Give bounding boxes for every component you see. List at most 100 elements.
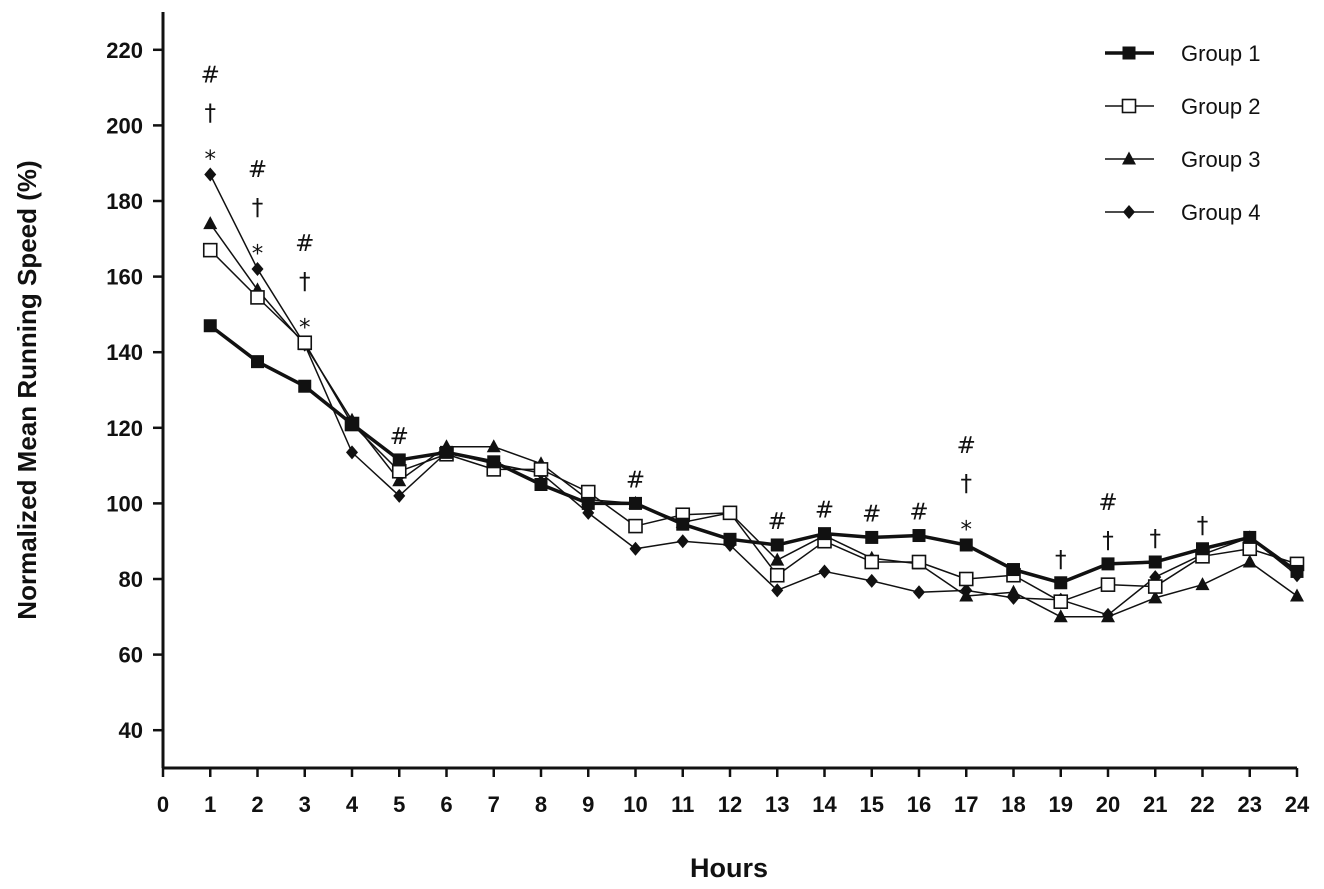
x-tick-label: 12 <box>718 792 742 817</box>
x-tick-label: 4 <box>346 792 359 817</box>
significance-mark: # <box>909 500 928 526</box>
data-point <box>769 567 785 583</box>
data-point <box>1006 584 1021 598</box>
data-point <box>1290 588 1304 602</box>
data-point <box>959 538 973 552</box>
data-point <box>629 496 642 510</box>
y-tick-label: 40 <box>119 718 143 743</box>
y-axis-label: Normalized Mean Running Speed (%) <box>12 160 42 619</box>
data-point <box>251 262 264 277</box>
x-tick-label: 23 <box>1238 792 1262 817</box>
data-point <box>864 554 880 570</box>
data-point <box>911 554 927 570</box>
data-point <box>865 573 878 588</box>
x-tick-label: 6 <box>440 792 452 817</box>
significance-mark: † <box>961 471 973 497</box>
data-point <box>297 335 313 351</box>
data-point <box>393 488 406 503</box>
x-tick-label: 14 <box>812 792 837 817</box>
data-point <box>486 439 501 453</box>
significance-mark: # <box>248 157 267 183</box>
data-point <box>250 290 265 305</box>
data-point <box>1053 609 1068 623</box>
significance-mark: # <box>626 467 645 493</box>
legend-marker <box>1121 98 1137 114</box>
data-point <box>1054 576 1068 590</box>
data-point <box>581 496 595 510</box>
series-2 <box>202 242 1305 609</box>
data-point <box>1196 542 1209 556</box>
significance-mark: # <box>957 433 976 459</box>
data-point <box>1195 577 1210 591</box>
data-point <box>818 527 831 541</box>
data-point <box>1242 554 1257 568</box>
y-tick-label: 220 <box>106 38 143 63</box>
data-point <box>580 484 596 500</box>
significance-mark: # <box>390 424 409 450</box>
data-point <box>1100 577 1116 592</box>
data-point <box>629 541 642 556</box>
x-tick-label: 16 <box>907 792 931 817</box>
data-point <box>770 538 784 552</box>
series-line <box>209 249 1298 603</box>
data-point <box>203 319 217 333</box>
y-tick-label: 120 <box>106 416 143 441</box>
significance-mark: * <box>299 315 311 341</box>
legend-label: Group 3 <box>1181 147 1261 172</box>
data-point <box>770 552 785 566</box>
data-point <box>345 417 359 431</box>
data-point <box>204 167 217 182</box>
significance-mark: † <box>299 269 311 295</box>
y-tick-label: 80 <box>119 567 143 592</box>
data-point <box>913 585 925 600</box>
significance-mark: † <box>205 101 217 127</box>
data-point <box>202 242 218 258</box>
data-point <box>1290 564 1304 578</box>
data-point <box>722 505 738 521</box>
data-point <box>818 564 831 579</box>
y-tick-label: 200 <box>106 113 143 138</box>
significance-mark: # <box>768 509 787 535</box>
data-point <box>298 379 312 393</box>
series-line <box>209 324 1299 585</box>
data-point <box>1147 579 1163 594</box>
data-point <box>676 534 689 549</box>
data-point <box>912 529 926 543</box>
data-point <box>723 532 737 546</box>
x-tick-label: 15 <box>860 792 884 817</box>
data-point <box>534 478 548 491</box>
x-tick-label: 9 <box>582 792 594 817</box>
data-point <box>1053 594 1069 609</box>
x-tick-label: 11 <box>671 792 694 817</box>
significance-markers: # † * # † * # † * # # # # # # # † * † # † † † <box>201 63 1209 573</box>
data-point <box>440 445 453 459</box>
data-point <box>1242 541 1258 557</box>
data-point <box>628 518 643 534</box>
x-tick-label: 21 <box>1143 792 1167 817</box>
data-point <box>1101 557 1115 571</box>
data-point <box>203 216 218 230</box>
legend-label: Group 4 <box>1181 200 1261 225</box>
data-point <box>771 583 784 598</box>
x-tick-label: 22 <box>1190 792 1214 817</box>
significance-mark: # <box>815 498 834 524</box>
x-tick-label: 13 <box>765 792 789 817</box>
significance-mark: # <box>295 231 314 257</box>
significance-mark: † <box>252 195 264 221</box>
x-axis-label: Hours <box>690 853 768 883</box>
legend-item-3: Group 3 <box>1105 147 1261 172</box>
data-point <box>251 355 264 369</box>
data-point <box>1007 563 1020 577</box>
significance-mark: † <box>1102 528 1114 554</box>
data-point <box>392 453 406 467</box>
x-tick-label: 3 <box>299 792 311 817</box>
legend-marker <box>1122 46 1136 60</box>
data-point <box>958 571 974 587</box>
data-point <box>487 455 501 469</box>
significance-mark: * <box>252 241 264 267</box>
significance-mark: # <box>201 63 220 89</box>
legend-label: Group 1 <box>1181 41 1261 66</box>
y-tick-label: 140 <box>106 340 143 365</box>
significance-mark: * <box>961 517 973 543</box>
significance-mark: # <box>862 501 881 527</box>
